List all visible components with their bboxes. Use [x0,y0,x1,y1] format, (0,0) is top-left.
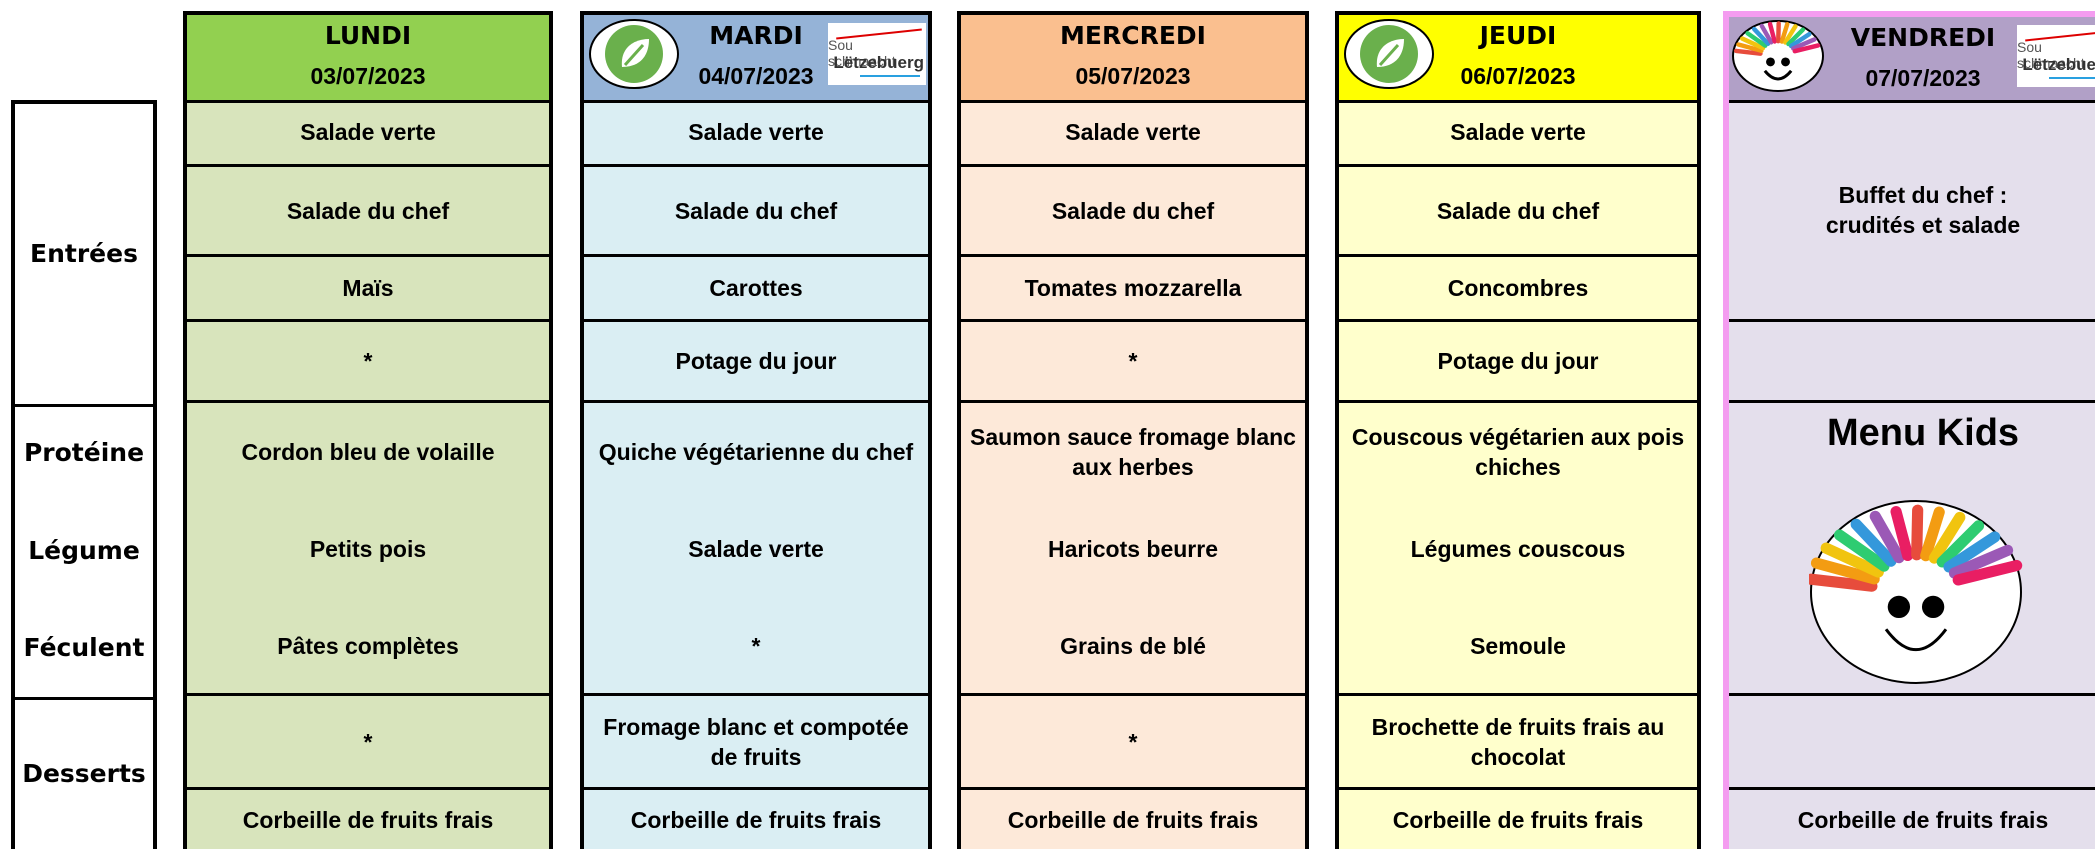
dessert-cell: Brochette de fruits frais au chocolat [1339,696,1697,790]
legume-cell: Légumes couscous [1410,536,1626,562]
day-column: VENDREDI 07/07/2023 Sou schmaachtLëtzebuer… [1723,11,2095,849]
day-name: MARDI [709,21,803,50]
day-header: MERCREDI 05/07/2023 [961,15,1305,103]
entree-cell: Salade du chef [961,167,1305,257]
entree-cell: Salade verte [1339,100,1697,167]
entree-cell: Concombres [1339,257,1697,322]
logo-text: Sou schmaacht [828,37,896,69]
row-label: Féculent [23,633,145,662]
dessert-cell: * [187,696,549,790]
day-date: 07/07/2023 [1865,65,1981,91]
logo-text: Lëtzebuerg [833,53,924,72]
day-name: LUNDI [324,21,412,50]
dessert-cell: Corbeille de fruits frais [630,806,882,833]
dessert-cell: Corbeille de fruits frais [1797,806,2049,833]
row-label: Protéine [23,438,145,467]
protein-cell: Saumon sauce fromage blanc aux herbes [970,423,1296,480]
day-name: JEUDI [1479,21,1557,50]
day-header: LUNDI 03/07/2023 [187,15,549,103]
entree-cell: * [961,322,1305,403]
entree-cell: Salade du chef [1339,167,1697,257]
day-date: 05/07/2023 [1075,63,1191,89]
day-column: MARDI 04/07/2023 Sou schmaacht Lëtzebuerg Sa… [580,11,932,849]
entree-cell: Salade verte [584,100,928,167]
protein-cell: Quiche végétarienne du chef [598,438,914,465]
protein-cell: Cordon bleu de volaille [241,438,495,465]
special-cell: Menu Kids [1729,403,2095,696]
day-date: 03/07/2023 [310,63,426,89]
day-date: 04/07/2023 [698,63,814,89]
divider [15,404,153,407]
logo-line [2049,77,2095,79]
entree-cell: Salade verte [961,100,1305,167]
day-name: MERCREDI [1060,21,1206,50]
divider [15,697,153,700]
empty-cell [1729,322,2095,403]
entree-cell: Potage du jour [1339,322,1697,403]
day-date: 06/07/2023 [1460,63,1576,89]
entree-cell: Buffet du chef : crudités et salade [1729,100,2095,322]
legume-cell: Salade verte [688,536,824,562]
day-header: JEUDI 06/07/2023 [1339,15,1697,103]
kids-image [1809,500,2023,684]
logo-text: Sou schmaacht [2017,39,2085,71]
legume-cell: Haricots beurre [1047,536,1218,562]
leaf-icon [1344,19,1434,89]
menu-kids-title: Menu Kids [1826,412,2020,454]
empty-cell [1729,696,2095,790]
day-column: LUNDI 03/07/2023 Salade verte Salade du che… [183,11,553,849]
entree-cell: Salade du chef [187,167,549,257]
day-column: JEUDI 06/07/2023 Salade verte Salade du che… [1335,11,1701,849]
kids-logo [1732,20,1824,92]
day-column: MERCREDI 05/07/2023 Salade verte Salade du … [957,11,1309,849]
day-name: VENDREDI [1850,23,1996,52]
feculent-cell: Semoule [1339,598,1697,696]
row-label: Légume [28,536,140,565]
day-header: VENDREDI 07/07/2023 Sou schmaachtLëtzebuer… [1729,17,2095,103]
dessert-cell: Fromage blanc et compotée de fruits [584,696,928,790]
logo-line [860,75,920,77]
row-label: Entrées [30,239,138,268]
entree-cell: Maïs [187,257,549,322]
dessert-cell: Corbeille de fruits frais [1007,806,1259,833]
entree-cell: Salade verte [187,100,549,167]
leaf-icon [589,19,679,89]
feculent-cell: * [584,598,928,696]
legume-cell: Petits pois [309,536,427,562]
entree-cell: Potage du jour [584,322,928,403]
logo-text: Lëtzebuerg [2022,55,2095,74]
row-label: Desserts [22,759,146,788]
dessert-cell: * [961,696,1305,790]
entree-cell: Carottes [584,257,928,322]
feculent-cell: Grains de blé [961,598,1305,696]
protein-cell: Couscous végétarien aux pois chiches [1351,423,1685,480]
feculent-cell: Pâtes complètes [187,598,549,696]
entree-cell: Salade du chef [584,167,928,257]
day-header: MARDI 04/07/2023 Sou schmaacht Lëtzebuerg [584,15,928,103]
dessert-cell: Corbeille de fruits frais [242,806,494,833]
row-label-column: Entrées Protéine Légume Féculent Desserts [11,100,157,849]
dessert-cell: Corbeille de fruits frais [1392,806,1644,833]
entree-cell: Tomates mozzarella [961,257,1305,322]
entree-cell: * [187,322,549,403]
